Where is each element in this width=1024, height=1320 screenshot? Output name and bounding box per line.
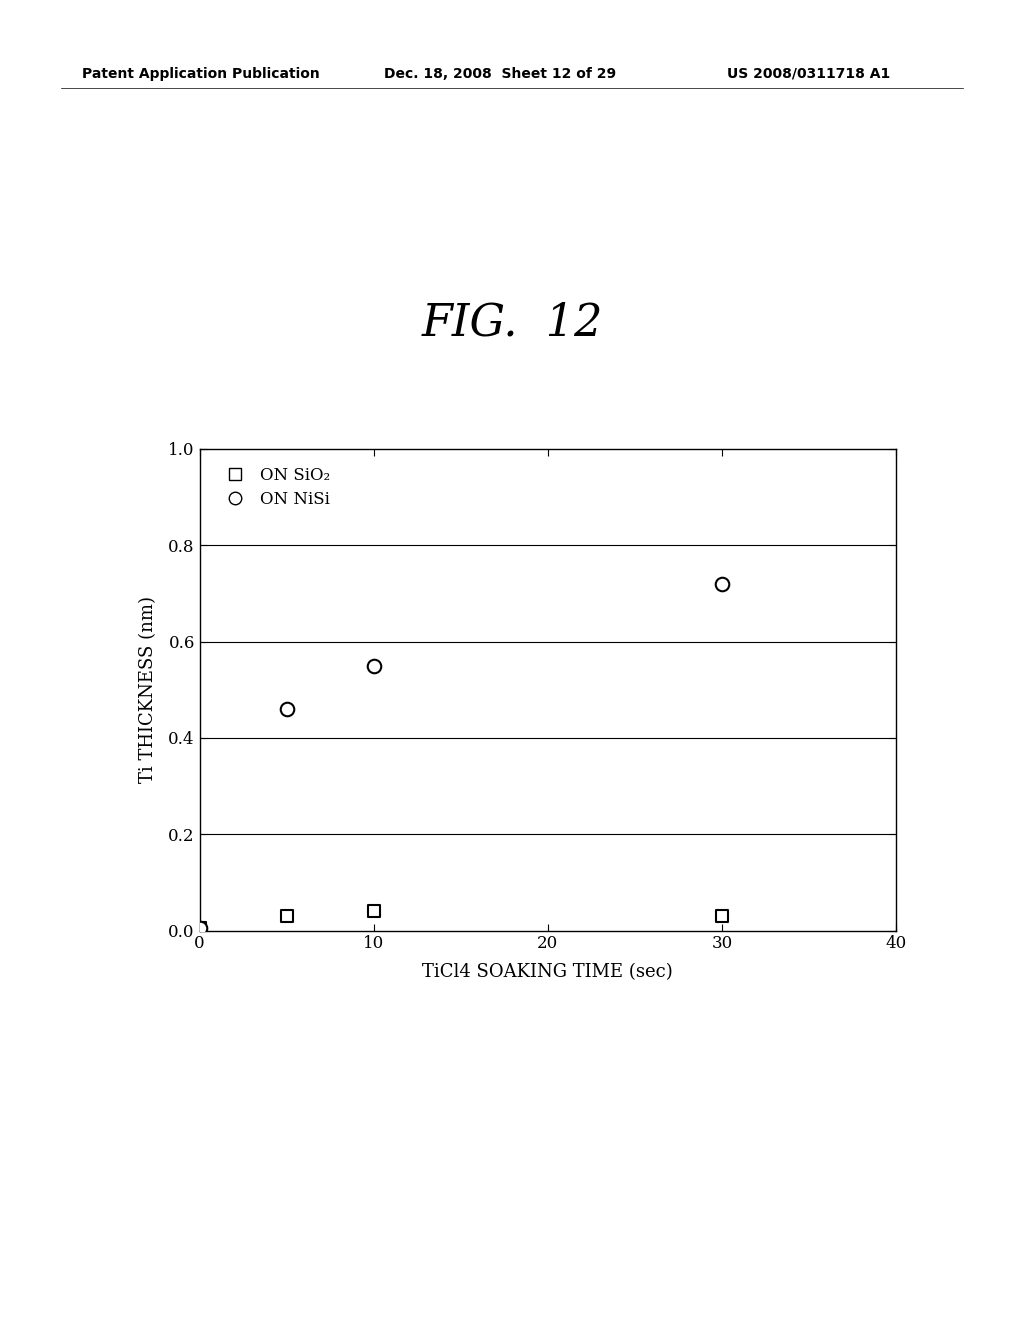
Point bbox=[279, 698, 295, 719]
Legend: ON SiO₂, ON NiSi: ON SiO₂, ON NiSi bbox=[208, 457, 340, 517]
Point bbox=[191, 917, 208, 939]
Point bbox=[366, 900, 382, 921]
Point bbox=[366, 655, 382, 676]
Text: Patent Application Publication: Patent Application Publication bbox=[82, 67, 319, 81]
Y-axis label: Ti THICKNESS (nm): Ti THICKNESS (nm) bbox=[139, 597, 158, 783]
Point bbox=[191, 917, 208, 939]
Point bbox=[714, 906, 730, 927]
Text: Dec. 18, 2008  Sheet 12 of 29: Dec. 18, 2008 Sheet 12 of 29 bbox=[384, 67, 616, 81]
Point bbox=[714, 573, 730, 594]
Text: FIG.  12: FIG. 12 bbox=[421, 302, 603, 345]
Text: US 2008/0311718 A1: US 2008/0311718 A1 bbox=[727, 67, 890, 81]
Point bbox=[279, 906, 295, 927]
X-axis label: TiCl4 SOAKING TIME (sec): TiCl4 SOAKING TIME (sec) bbox=[423, 964, 673, 982]
